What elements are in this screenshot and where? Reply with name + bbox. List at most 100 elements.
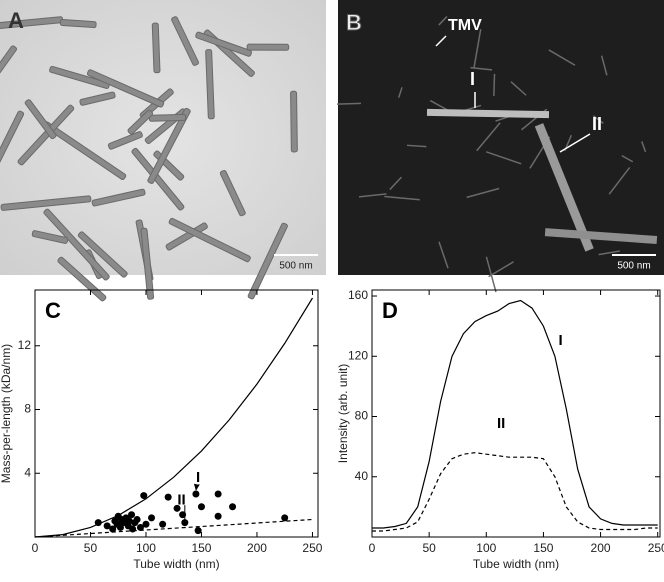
rod xyxy=(389,176,403,191)
rod xyxy=(24,99,57,140)
y-tick-label: 120 xyxy=(348,348,368,362)
rod xyxy=(91,188,146,207)
x-tick-label: 0 xyxy=(32,541,39,555)
rod xyxy=(147,107,191,184)
rod xyxy=(384,195,420,201)
rod xyxy=(140,227,155,300)
rod xyxy=(43,208,110,281)
x-tick-label: 200 xyxy=(247,541,267,555)
rod xyxy=(438,241,449,269)
rod xyxy=(466,187,500,199)
line xyxy=(34,518,313,538)
line xyxy=(372,299,658,529)
annotation: II xyxy=(497,415,505,432)
rod xyxy=(151,22,161,74)
y-tick-label: 80 xyxy=(355,409,369,423)
y-tick-label: 8 xyxy=(24,402,31,416)
data-point xyxy=(229,503,237,511)
panel-letter: D xyxy=(382,298,398,323)
data-point xyxy=(125,517,133,525)
rod xyxy=(476,122,501,152)
rod xyxy=(107,131,143,150)
scale-bar-label: 500 nm xyxy=(279,261,312,272)
data-point xyxy=(164,493,172,501)
x-tick-label: 100 xyxy=(476,541,496,555)
data-point xyxy=(214,490,222,498)
rod xyxy=(336,102,362,105)
data-point xyxy=(142,520,150,528)
y-tick-label: 12 xyxy=(18,338,32,352)
rod xyxy=(592,115,604,124)
data-point xyxy=(197,503,205,511)
data-point xyxy=(129,525,137,533)
rod xyxy=(171,16,199,66)
annotation: I xyxy=(196,469,200,486)
x-tick-label: 50 xyxy=(422,541,436,555)
rod xyxy=(488,261,514,278)
rod xyxy=(131,147,185,211)
x-axis-title: Tube width (nm) xyxy=(473,557,559,571)
arrowhead xyxy=(193,483,199,491)
data-point xyxy=(214,512,222,520)
rod xyxy=(59,18,97,29)
plot-frame xyxy=(34,289,319,538)
rod xyxy=(49,65,110,89)
rod xyxy=(358,193,387,198)
data-point xyxy=(281,514,289,522)
panel-letter: B xyxy=(346,10,362,35)
rod xyxy=(564,134,573,152)
data-point xyxy=(103,522,111,530)
rod xyxy=(600,55,608,76)
rod xyxy=(290,90,298,153)
rod xyxy=(608,166,631,195)
rod xyxy=(0,45,18,113)
y-axis-title: Intensity (arb. unit) xyxy=(336,364,350,463)
x-tick-label: 250 xyxy=(302,541,322,555)
y-tick-label: 160 xyxy=(348,288,368,302)
rod xyxy=(86,69,165,108)
annotation: I xyxy=(470,69,475,89)
annotation: TMV xyxy=(448,17,482,34)
data-point xyxy=(128,511,136,519)
plot-frame xyxy=(371,289,661,538)
data-point xyxy=(194,527,202,535)
data-point xyxy=(136,523,144,531)
line xyxy=(372,452,658,532)
rod xyxy=(493,73,496,96)
rod xyxy=(79,91,116,106)
line xyxy=(34,297,314,538)
rods-b xyxy=(336,15,647,293)
x-tick-label: 100 xyxy=(136,541,156,555)
rod xyxy=(621,154,634,163)
data-point xyxy=(148,514,156,522)
rods-a xyxy=(0,16,298,302)
rod xyxy=(219,169,246,217)
rod xyxy=(510,81,527,96)
x-tick-label: 150 xyxy=(191,541,211,555)
panel-letter: C xyxy=(45,298,61,323)
panel-letter: A xyxy=(8,8,24,33)
rod xyxy=(205,49,215,120)
rod xyxy=(473,28,482,68)
annotation: I xyxy=(558,332,562,349)
rod xyxy=(598,250,620,256)
data-point xyxy=(173,504,181,512)
scale-bar-label: 500 nm xyxy=(617,261,650,272)
y-axis-title: Mass-per-length (kDa/nm) xyxy=(0,344,13,483)
rod xyxy=(165,222,208,251)
x-tick-label: 200 xyxy=(591,541,611,555)
x-axis-title: Tube width (nm) xyxy=(133,557,219,571)
rod xyxy=(438,15,448,26)
x-tick-label: 150 xyxy=(533,541,553,555)
data-point xyxy=(133,515,141,523)
rod xyxy=(397,87,403,98)
rod xyxy=(127,109,154,135)
arrow xyxy=(435,35,447,47)
rod xyxy=(247,222,288,300)
rod xyxy=(641,141,647,153)
annotation: II xyxy=(177,491,185,508)
rod xyxy=(31,230,69,244)
rod xyxy=(77,231,128,278)
